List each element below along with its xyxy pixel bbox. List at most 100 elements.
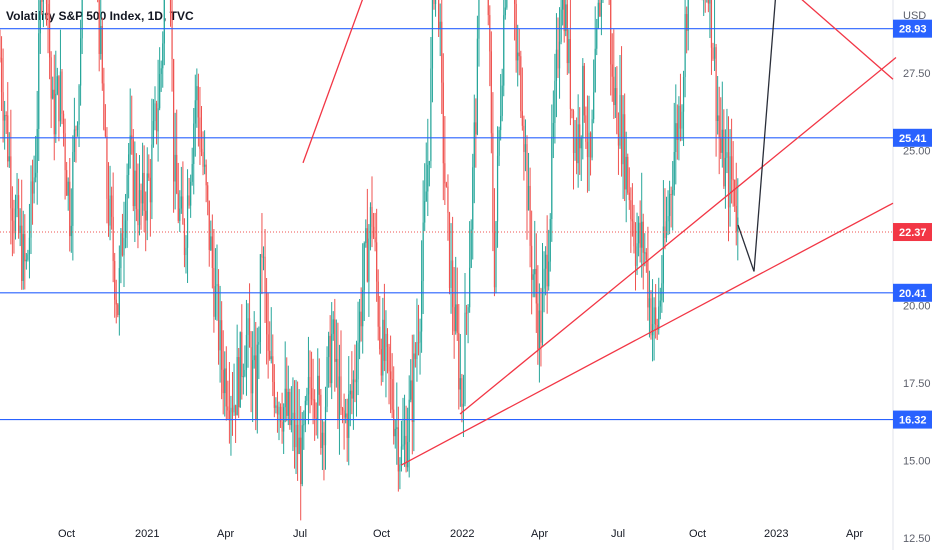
trendline[interactable] xyxy=(302,0,548,164)
candle-body xyxy=(149,177,151,203)
candle-body xyxy=(419,331,421,343)
candle-body xyxy=(653,307,655,325)
candle-body xyxy=(266,292,268,335)
candle-body xyxy=(715,47,717,122)
candle-body xyxy=(422,222,424,281)
candle-body xyxy=(306,394,308,401)
candle-body xyxy=(163,0,165,44)
candle-body xyxy=(369,207,372,239)
candle-body xyxy=(464,312,466,404)
candle-body xyxy=(329,335,331,384)
candle-body xyxy=(269,350,271,360)
candle-body xyxy=(732,179,734,181)
candle-body xyxy=(22,234,24,281)
candle-body xyxy=(447,186,449,213)
chart-title: Volatility S&P 500 Index, 1D, TVC xyxy=(6,9,194,23)
candle-body xyxy=(504,7,506,16)
candle-body xyxy=(438,0,440,30)
candle-body xyxy=(275,405,277,408)
candle-body xyxy=(312,399,314,401)
candle-body xyxy=(523,125,525,152)
candle-body xyxy=(571,109,573,112)
candle-body xyxy=(137,209,139,226)
candle-body xyxy=(394,428,396,437)
candle-body xyxy=(100,25,102,54)
candle-body xyxy=(53,89,55,135)
candle-body xyxy=(185,247,187,256)
candle-body xyxy=(662,226,664,284)
candle-body xyxy=(169,0,172,11)
candle-body xyxy=(290,418,292,426)
candle-body xyxy=(310,388,313,400)
candle-body xyxy=(323,432,325,446)
projection-arrow[interactable] xyxy=(737,0,793,272)
candle-body xyxy=(684,14,686,78)
candle-body xyxy=(273,381,275,408)
candle-body xyxy=(267,334,269,351)
x-tick-label: Apr xyxy=(217,528,234,540)
candle-body xyxy=(402,444,404,447)
candle-body xyxy=(272,356,274,382)
candle-body xyxy=(543,268,545,289)
candle-body xyxy=(221,320,223,370)
candle-body xyxy=(650,298,652,336)
candle-body xyxy=(128,154,130,176)
candle-body xyxy=(383,319,385,361)
candle-body xyxy=(586,141,589,158)
candle-body xyxy=(307,376,310,395)
candle-body xyxy=(295,424,297,448)
candle-body xyxy=(717,115,719,122)
candle-body xyxy=(379,326,381,350)
candle-body xyxy=(42,0,44,2)
candle-body xyxy=(180,196,182,209)
candle-body xyxy=(439,21,441,30)
candle-body xyxy=(493,232,496,288)
candle-body xyxy=(647,259,649,308)
candle-body xyxy=(328,335,330,358)
candle-body xyxy=(338,376,341,419)
candle-body xyxy=(199,117,201,149)
candle-body xyxy=(123,237,125,256)
trendline[interactable] xyxy=(459,56,897,415)
candle-body xyxy=(331,333,333,384)
candle-body xyxy=(541,288,544,343)
candle-body xyxy=(154,103,156,122)
x-tick-label: Jul xyxy=(611,528,625,540)
candle-body xyxy=(235,405,237,416)
candle-body xyxy=(441,21,443,83)
candle-body xyxy=(279,406,282,422)
level-tag-text: 16.32 xyxy=(899,415,927,427)
candle-body xyxy=(293,412,296,448)
candle-body xyxy=(159,73,161,109)
candle-body xyxy=(393,409,395,437)
candle-body xyxy=(357,342,359,380)
candle-body xyxy=(25,259,27,262)
candle-body xyxy=(492,133,494,233)
candle-body xyxy=(217,284,220,351)
candle-body xyxy=(673,151,675,191)
candle-body xyxy=(115,299,117,305)
candle-body xyxy=(225,368,227,407)
candle-body xyxy=(596,27,598,49)
candle-body xyxy=(467,307,469,313)
candle-body xyxy=(667,216,669,222)
candle-body xyxy=(517,52,519,61)
candle-body xyxy=(27,254,29,260)
candle-body xyxy=(270,356,272,360)
trendline[interactable] xyxy=(400,202,894,466)
candle-body xyxy=(134,170,136,207)
candle-body xyxy=(591,119,593,158)
candle-body xyxy=(35,172,37,178)
candle-body xyxy=(19,225,21,234)
candle-body xyxy=(188,195,190,206)
candle-body xyxy=(152,121,155,145)
candle-body xyxy=(613,76,615,106)
candle-body xyxy=(148,173,150,178)
candle-body xyxy=(495,221,497,288)
candle-body xyxy=(453,307,455,332)
candle-body xyxy=(315,417,317,420)
candle-body xyxy=(720,138,722,153)
trendline[interactable] xyxy=(478,0,894,80)
candle-body xyxy=(320,394,322,449)
